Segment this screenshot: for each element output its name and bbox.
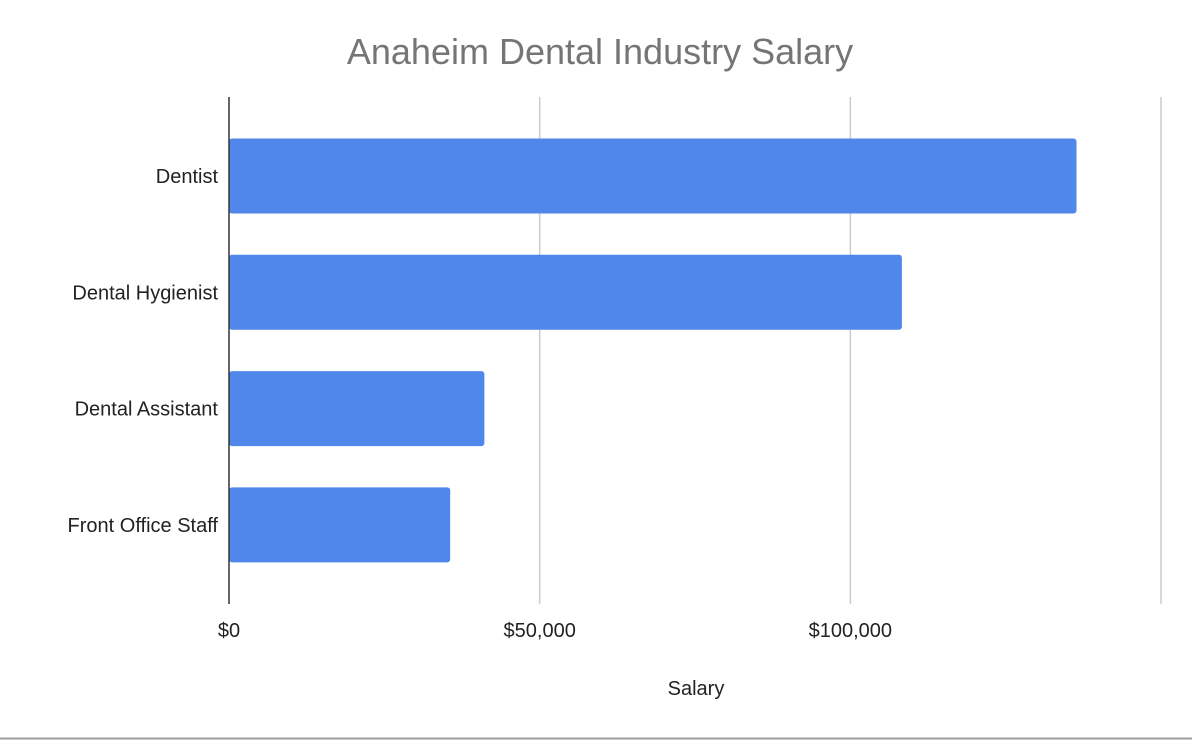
x-tick-label: $0 [218, 620, 240, 642]
bar [229, 487, 451, 563]
category-label: Dentist [156, 166, 219, 188]
bar [229, 371, 485, 447]
x-tick-labels: $0 $50,000 $100,000 [218, 620, 892, 642]
x-tick-label: $50,000 [504, 620, 576, 642]
bar [229, 254, 902, 330]
category-label: Dental Assistant [75, 399, 219, 421]
x-tick-label: $100,000 [809, 620, 892, 642]
bars [229, 138, 1077, 563]
bar [229, 138, 1077, 214]
category-label: Dental Hygienist [72, 282, 218, 304]
x-axis-label: Salary [668, 678, 725, 700]
chart-title: Anaheim Dental Industry Salary [347, 31, 853, 72]
category-labels: Dentist Dental Hygienist Dental Assistant F… [68, 166, 219, 537]
category-label: Front Office Staff [68, 515, 219, 537]
